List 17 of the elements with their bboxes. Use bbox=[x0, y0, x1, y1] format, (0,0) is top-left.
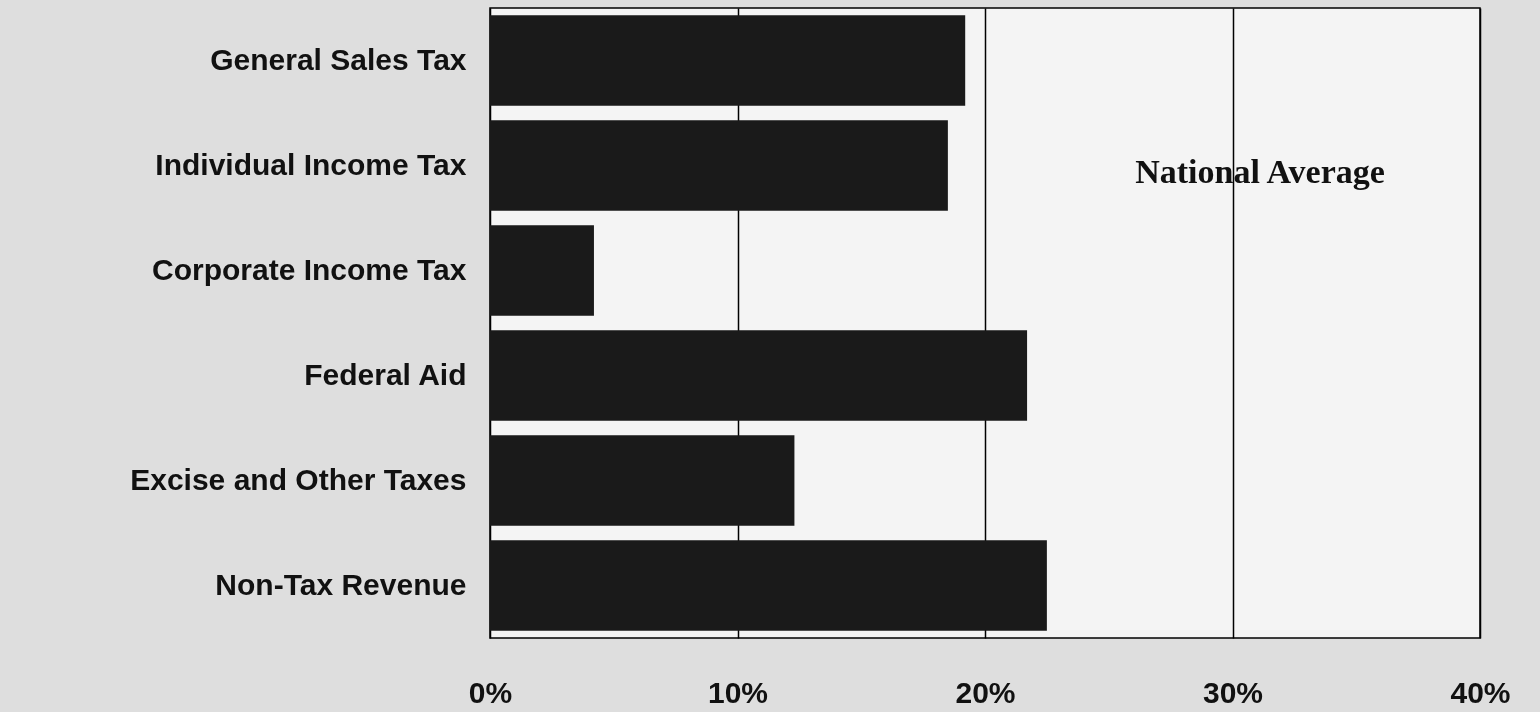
y-tick-label: Corporate Income Tax bbox=[151, 252, 467, 286]
y-tick-label: Individual Income Tax bbox=[155, 147, 467, 181]
y-tick-label: Excise and Other Taxes bbox=[130, 462, 467, 496]
bar bbox=[490, 225, 594, 316]
bar bbox=[490, 540, 1047, 631]
y-tick-label: Non-Tax Revenue bbox=[215, 567, 467, 601]
bar bbox=[490, 330, 1028, 421]
bar bbox=[490, 120, 948, 211]
x-tick-label: 20% bbox=[955, 675, 1016, 709]
x-tick-label: 40% bbox=[1450, 675, 1511, 709]
bar bbox=[490, 435, 795, 526]
x-tick-label: 0% bbox=[468, 675, 513, 709]
bar bbox=[490, 15, 966, 106]
y-tick-label: General Sales Tax bbox=[210, 42, 467, 76]
x-tick-label: 10% bbox=[707, 675, 769, 709]
x-tick-label: 30% bbox=[1202, 675, 1264, 709]
y-tick-label: Federal Aid bbox=[304, 357, 467, 391]
